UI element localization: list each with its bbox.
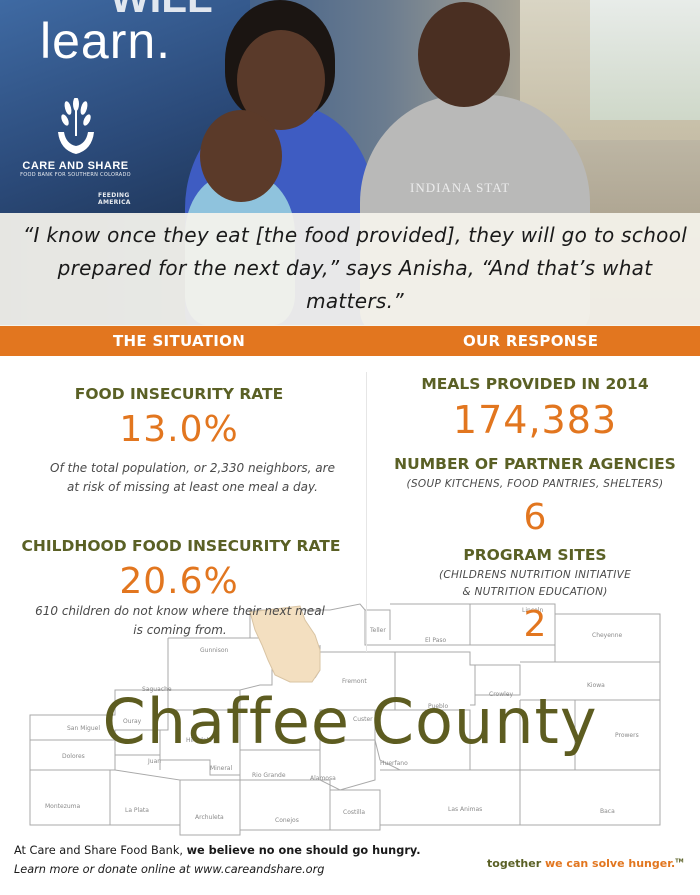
child-insecurity-value: 20.6% bbox=[119, 561, 239, 602]
county-label: Prowers bbox=[615, 732, 639, 739]
footer-statement-prefix: At Care and Share Food Bank, bbox=[14, 844, 187, 857]
child-insecurity-note: 610 children do not know where their nex… bbox=[35, 604, 325, 637]
food-insecurity-note: Of the total population, or 2,330 neighb… bbox=[50, 461, 335, 494]
county-label: Mineral bbox=[210, 765, 232, 772]
colorado-county-map: Teller El Paso Lincoln Cheyenne Gunnison… bbox=[29, 603, 661, 836]
baby-face bbox=[200, 110, 282, 202]
poster-headline-top: WILL bbox=[110, 0, 213, 22]
wheat-hands-icon bbox=[57, 98, 94, 154]
county-label: Costilla bbox=[343, 809, 365, 816]
county-title: Chaffee County bbox=[102, 685, 598, 758]
testimonial-quote: “I know once they eat [the food provided… bbox=[22, 223, 688, 313]
county-label: Cheyenne bbox=[592, 632, 623, 639]
program-sites-sub-line2: & NUTRITION EDUCATION) bbox=[462, 586, 608, 598]
county-label: Las Animas bbox=[448, 806, 482, 813]
county-label: Crowley bbox=[489, 691, 513, 698]
response-heading: OUR RESPONSE bbox=[463, 332, 599, 350]
county-label: Teller bbox=[369, 627, 386, 634]
feeding-america-logo: FEEDING AMERICA bbox=[98, 192, 138, 206]
county-label: Montezuma bbox=[45, 803, 80, 810]
trademark-mark: TM bbox=[675, 858, 684, 865]
quote-band bbox=[0, 213, 700, 328]
tagline-part-b: we can solve hunger. bbox=[544, 857, 676, 870]
tagline-part-a: together bbox=[487, 857, 545, 870]
care-and-share-logo: CARE AND SHARE FOOD BANK FOR SOUTHERN CO… bbox=[8, 98, 143, 178]
county-label: Alamosa bbox=[310, 775, 336, 782]
program-sites-heading: PROGRAM SITES bbox=[463, 546, 607, 564]
county-label: Baca bbox=[600, 808, 615, 815]
shirt-print: INDIANA STAT bbox=[410, 180, 511, 195]
county-label: Pueblo bbox=[428, 703, 448, 710]
food-insecurity-value: 13.0% bbox=[119, 409, 239, 450]
program-sites-value: 2 bbox=[523, 604, 547, 645]
county-label: Conejos bbox=[275, 817, 299, 824]
poster-headline: learn. bbox=[40, 13, 172, 69]
county-label: Dolores bbox=[62, 753, 85, 760]
logo-name: CARE AND SHARE bbox=[22, 160, 129, 172]
county-label: Archuleta bbox=[195, 814, 224, 821]
county-label: La Plata bbox=[125, 807, 149, 814]
background-trees bbox=[590, 0, 700, 120]
footer-donate-link[interactable]: Learn more or donate online at www.carea… bbox=[14, 863, 325, 876]
chaffee-county-shape bbox=[249, 605, 321, 683]
county-label: San Miguel bbox=[67, 725, 100, 732]
section-header-bar bbox=[0, 326, 700, 356]
food-insecurity-heading: FOOD INSECURITY RATE bbox=[74, 385, 284, 403]
meals-heading: MEALS PROVIDED IN 2014 bbox=[421, 375, 649, 393]
county-label: Kiowa bbox=[587, 682, 605, 689]
county-label: Fremont bbox=[342, 678, 367, 685]
meals-value: 174,383 bbox=[452, 398, 618, 442]
child-insecurity-heading: CHILDHOOD FOOD INSECURITY RATE bbox=[21, 537, 341, 555]
county-label: Saguache bbox=[142, 686, 172, 693]
partner-name: FEEDING AMERICA bbox=[98, 192, 131, 206]
program-sites-sub-line1: (CHILDRENS NUTRITION INITIATIVE bbox=[438, 569, 632, 581]
situation-heading: THE SITUATION bbox=[113, 332, 246, 350]
county-label: Rio Grande bbox=[252, 772, 286, 779]
logo-subtitle: FOOD BANK FOR SOUTHERN COLORADO bbox=[20, 172, 131, 178]
county-label: Ouray bbox=[123, 718, 142, 725]
county-label: El Paso bbox=[425, 637, 447, 644]
agencies-subheading: (SOUP KITCHENS, FOOD PANTRIES, SHELTERS) bbox=[406, 478, 664, 490]
footer-statement: At Care and Share Food Bank, we believe … bbox=[14, 844, 421, 857]
county-label: Juan bbox=[147, 758, 161, 765]
teen-face bbox=[418, 2, 510, 107]
agencies-value: 6 bbox=[523, 497, 547, 538]
county-label: Custer bbox=[353, 716, 373, 723]
county-label: Gunnison bbox=[200, 647, 229, 654]
county-label: Lincoln bbox=[522, 607, 543, 614]
county-label: Huerfano bbox=[380, 760, 408, 767]
county-label: Hinsdale bbox=[186, 737, 212, 744]
column-divider bbox=[366, 372, 367, 652]
agencies-heading: NUMBER OF PARTNER AGENCIES bbox=[394, 455, 676, 473]
footer-statement-bold: we believe no one should go hungry. bbox=[186, 844, 421, 857]
tagline: together we can solve hunger.TM bbox=[487, 857, 684, 870]
